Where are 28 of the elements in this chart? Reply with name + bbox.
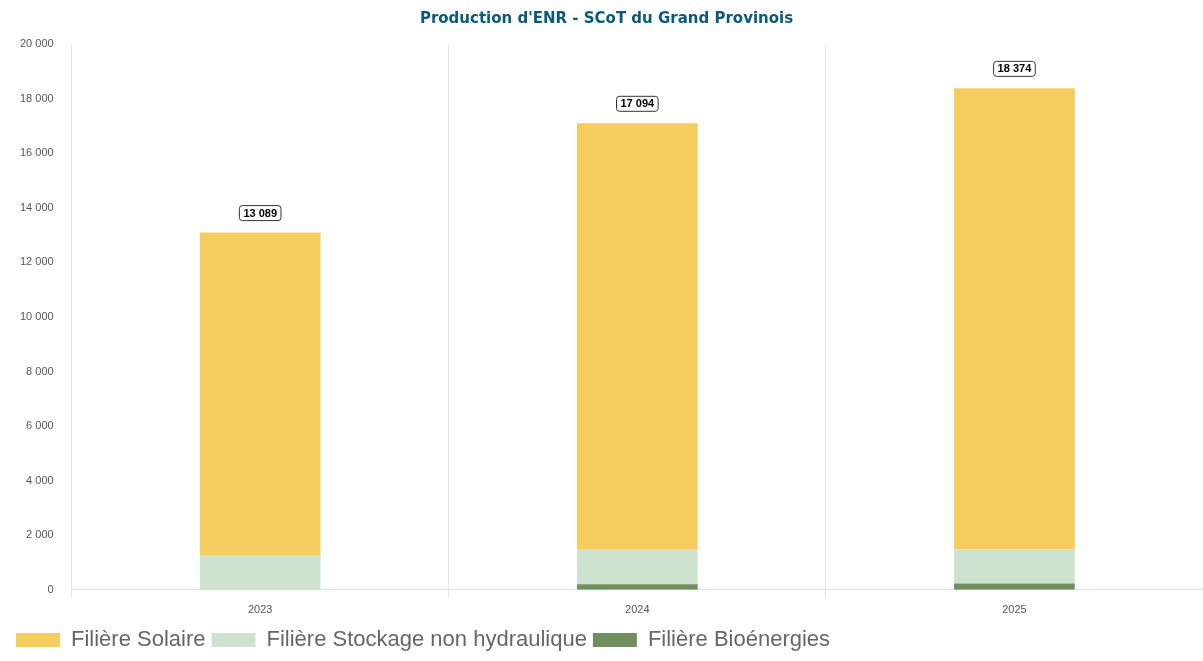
total-label: 13 089 [243,206,278,219]
bar [199,555,321,590]
y-tick-label: 10 000 [19,309,54,322]
y-tick-label: 20 000 [19,37,54,50]
y-tick-label: 8 000 [26,364,54,377]
legend-label: Filière Stockage non hydraulique [266,626,587,652]
y-tick-label: 14 000 [19,200,54,213]
y-tick-label: 12 000 [19,255,54,268]
y-tick-label: 2 000 [26,528,54,541]
y-tick-label: 0 [47,582,54,595]
legend-label: Filière Bioénergies [647,626,831,652]
y-tick-label: 18 000 [19,91,54,104]
chart-title: Production d'ENR - SCoT du Grand Provinois [419,8,794,27]
total-label: 18 374 [997,62,1033,75]
y-tick-label: 16 000 [19,146,54,159]
bar [954,549,1075,584]
x-tick-label: 2024 [625,603,650,616]
legend-label: Filière Solaire [71,626,206,652]
total-label: 17 094 [620,97,656,110]
bar [199,232,321,556]
bar [576,123,698,550]
y-tick-label: 4 000 [26,473,54,486]
bar [576,584,698,590]
x-tick-label: 2023 [247,603,273,616]
bar [576,549,698,585]
bar [954,88,1075,550]
x-tick-label: 2025 [1002,603,1027,616]
y-tick-label: 6 000 [26,419,54,432]
